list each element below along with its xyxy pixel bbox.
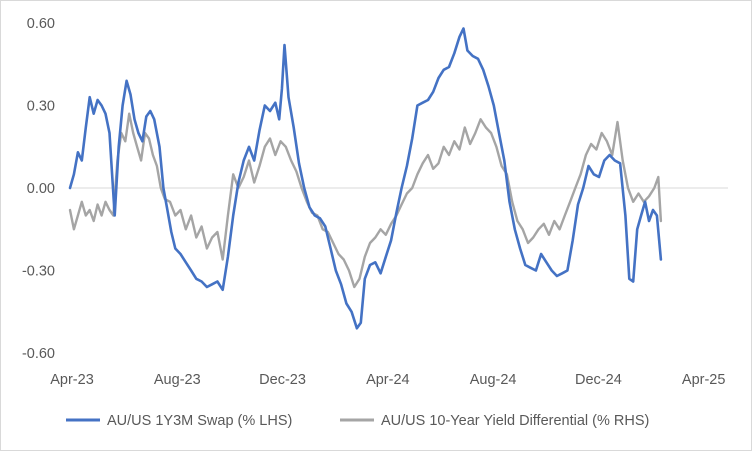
legend-label-yield-diff: AU/US 10-Year Yield Differential (% RHS) bbox=[381, 413, 649, 429]
y-tick-label: 0.30 bbox=[27, 99, 55, 115]
x-tick-label: Apr-25 bbox=[682, 372, 726, 388]
legend: AU/US 1Y3M Swap (% LHS) AU/US 10-Year Yi… bbox=[66, 413, 649, 429]
series-lines bbox=[68, 27, 663, 330]
y-tick-label: -0.60 bbox=[22, 346, 55, 362]
legend-label-swap: AU/US 1Y3M Swap (% LHS) bbox=[107, 413, 292, 429]
x-tick-label: Dec-24 bbox=[575, 372, 622, 388]
y-tick-label: -0.30 bbox=[22, 264, 55, 280]
y-tick-label: 0.00 bbox=[27, 181, 55, 197]
series-line-yield-diff bbox=[68, 112, 663, 289]
x-tick-label: Apr-23 bbox=[50, 372, 94, 388]
series-line-swap bbox=[68, 27, 663, 330]
y-tick-label: 0.60 bbox=[27, 16, 55, 32]
x-tick-label: Apr-24 bbox=[366, 372, 410, 388]
x-tick-label: Aug-24 bbox=[470, 372, 517, 388]
x-tick-label: Aug-23 bbox=[154, 372, 201, 388]
x-tick-label: Dec-23 bbox=[259, 372, 306, 388]
y-axis-ticks: 0.60 0.30 0.00 -0.30 -0.60 bbox=[22, 16, 55, 362]
x-axis-ticks: Apr-23 Aug-23 Dec-23 Apr-24 Aug-24 Dec-24 Apr-… bbox=[50, 372, 725, 388]
